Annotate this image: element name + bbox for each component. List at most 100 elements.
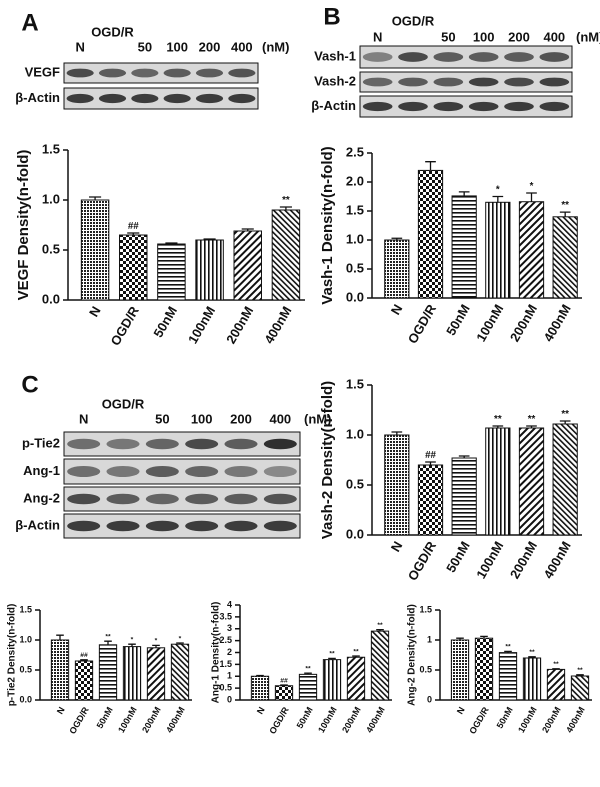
blot-band — [106, 493, 140, 505]
bar — [451, 195, 477, 299]
bar — [450, 639, 470, 701]
blot-band — [131, 93, 159, 104]
y-tick-label: 0.5 — [346, 476, 364, 491]
blot-band — [362, 52, 393, 62]
unit-label: (nM) — [576, 29, 600, 44]
x-tick-label: 200nM — [223, 304, 256, 347]
unit-label: (nM) — [262, 39, 289, 54]
error-bar — [504, 650, 512, 653]
row-label: β-Actin — [15, 90, 60, 105]
y-tick-label: 1.0 — [346, 231, 364, 246]
bar — [233, 230, 262, 301]
blot-band — [67, 520, 101, 532]
x-tick-label: 200nM — [540, 705, 563, 734]
error-bar — [328, 657, 336, 660]
panel-label: B — [323, 3, 340, 30]
x-tick-label: N — [388, 539, 406, 555]
row-label: Vash-2 — [314, 73, 356, 88]
blot-band — [539, 101, 570, 112]
x-tick-label: N — [255, 705, 267, 716]
bar — [146, 647, 166, 701]
significance-label: ** — [305, 665, 311, 672]
y-tick-label: 0 — [427, 694, 432, 704]
error-bar — [304, 672, 312, 675]
lane-label: OGD/R — [91, 24, 134, 39]
blot-band — [224, 493, 258, 505]
y-axis-label: Vash-1 Density(n-fold) — [319, 146, 336, 304]
x-tick-label: 50nM — [95, 705, 115, 730]
y-axis-label: Vash-2 Density(n-fold) — [319, 381, 336, 539]
x-tick-label: 50nM — [295, 705, 315, 730]
row-label: Vash-1 — [314, 48, 356, 63]
error-bar — [165, 242, 178, 244]
x-tick-label: N — [388, 302, 406, 318]
bar — [384, 434, 410, 536]
lane-label: 50 — [441, 29, 455, 44]
lane-label: OGD/R — [392, 13, 435, 28]
blot-band — [228, 93, 256, 104]
y-tick-label: 1.5 — [219, 659, 232, 669]
x-tick-label: 100nM — [116, 705, 139, 734]
error-bar — [152, 644, 160, 648]
x-tick-label: 200nM — [507, 302, 540, 345]
blot-strip — [359, 45, 573, 69]
bar — [157, 243, 186, 301]
blot-band — [468, 101, 499, 112]
bar — [485, 201, 511, 299]
blot-strip — [63, 458, 301, 485]
x-tick-label: 50nM — [150, 304, 180, 340]
blot-band — [433, 77, 464, 87]
blot-band — [98, 68, 127, 78]
y-tick-label: 0.0 — [346, 526, 364, 541]
y-tick-label: 1 — [227, 671, 232, 681]
bar — [274, 685, 294, 701]
blot-band — [504, 52, 534, 62]
y-tick-label: 0.5 — [219, 683, 232, 693]
y-tick-label: 0.5 — [419, 664, 432, 674]
bar — [250, 675, 270, 701]
blot-band — [145, 466, 179, 477]
bar — [498, 652, 518, 701]
x-tick-label: OGD/R — [467, 705, 491, 736]
bar — [384, 239, 410, 299]
x-tick-label: 50nM — [495, 705, 515, 730]
blot-band — [98, 93, 127, 104]
y-tick-label: 0.5 — [346, 260, 364, 275]
error-bar — [241, 228, 254, 231]
bar — [50, 639, 70, 701]
blot-band — [263, 438, 297, 450]
error-bar — [425, 161, 436, 171]
lane-label: 50 — [155, 411, 169, 426]
blot-band — [195, 93, 224, 104]
error-bar — [480, 635, 488, 639]
y-tick-label: 3 — [227, 623, 232, 633]
significance-label: ## — [80, 652, 88, 659]
y-tick-label: 3.5 — [219, 611, 232, 621]
x-tick-label: 100nM — [185, 304, 218, 347]
error-bar — [89, 196, 102, 200]
significance-label: ** — [577, 667, 583, 674]
blot-band — [468, 77, 499, 87]
unit-label: (nM) — [304, 411, 331, 426]
y-tick-label: 1 — [427, 634, 432, 644]
blot-band — [433, 101, 464, 112]
row-label: Ang-2 — [23, 490, 60, 505]
blot-strip — [63, 87, 259, 110]
error-bar — [176, 642, 184, 645]
x-tick-label: 200nM — [140, 705, 163, 734]
blot-band — [67, 493, 101, 505]
significance-label: ** — [528, 414, 536, 425]
y-tick-label: 0.0 — [346, 289, 364, 304]
error-bar — [391, 237, 403, 240]
error-bar — [528, 656, 536, 658]
y-tick-label: 0.5 — [42, 241, 60, 256]
lane-label: 100 — [166, 39, 188, 54]
bar — [74, 660, 94, 701]
blot-band — [224, 520, 258, 532]
x-tick-label: 400nM — [164, 705, 187, 734]
error-bar — [203, 238, 216, 240]
lane-label: 400 — [269, 411, 291, 426]
blot-band — [163, 93, 191, 104]
bar — [570, 675, 590, 701]
lane-label: 400 — [543, 29, 565, 44]
